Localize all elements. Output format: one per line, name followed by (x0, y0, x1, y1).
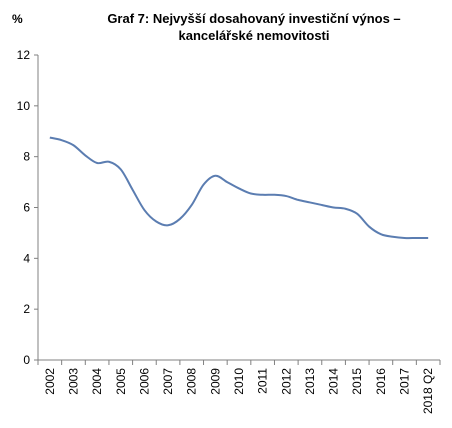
chart-title-line-2: kancelářské nemovitosti (178, 28, 329, 43)
y-tick-label: 0 (23, 353, 30, 367)
x-tick-label: 2005 (114, 368, 128, 395)
y-tick-label: 10 (17, 99, 31, 113)
x-tick-label: 2006 (137, 368, 151, 395)
x-tick-label: 2002 (43, 368, 57, 395)
x-tick-label: 2016 (374, 368, 388, 395)
x-tick-label: 2009 (208, 368, 222, 395)
x-tick-label: 2012 (279, 368, 293, 395)
x-tick-label: 2007 (161, 368, 175, 395)
series-line (49, 136, 429, 240)
y-tick-label: 6 (23, 201, 30, 215)
y-tick-label: 4 (23, 251, 30, 265)
x-tick-label: 2010 (232, 368, 246, 395)
y-tick-label: 8 (23, 150, 30, 164)
x-tick-label: 2013 (303, 368, 317, 395)
x-tick-label: 2017 (398, 368, 412, 395)
x-tick-label: 2015 (350, 368, 364, 395)
y-ticks: 0 2 4 6 8 10 12 (17, 48, 38, 367)
x-tick-label: 2008 (185, 368, 199, 395)
x-tick-label: 2003 (66, 368, 80, 395)
x-tick-label: 2014 (327, 368, 341, 395)
y-tick-label: 12 (17, 48, 31, 62)
x-tick-label: 2004 (90, 368, 104, 395)
y-unit-label: % (12, 12, 23, 26)
x-tick-label: 2018 Q2 (421, 368, 435, 414)
chart-title-line-1: Graf 7: Nejvyšší dosahovaný investiční v… (107, 11, 400, 26)
y-tick-label: 2 (23, 302, 30, 316)
x-tick-label: 2011 (256, 368, 270, 394)
x-ticks: 2002 2003 2004 2005 2006 2007 2008 2009 2010 2011… (37, 360, 441, 414)
